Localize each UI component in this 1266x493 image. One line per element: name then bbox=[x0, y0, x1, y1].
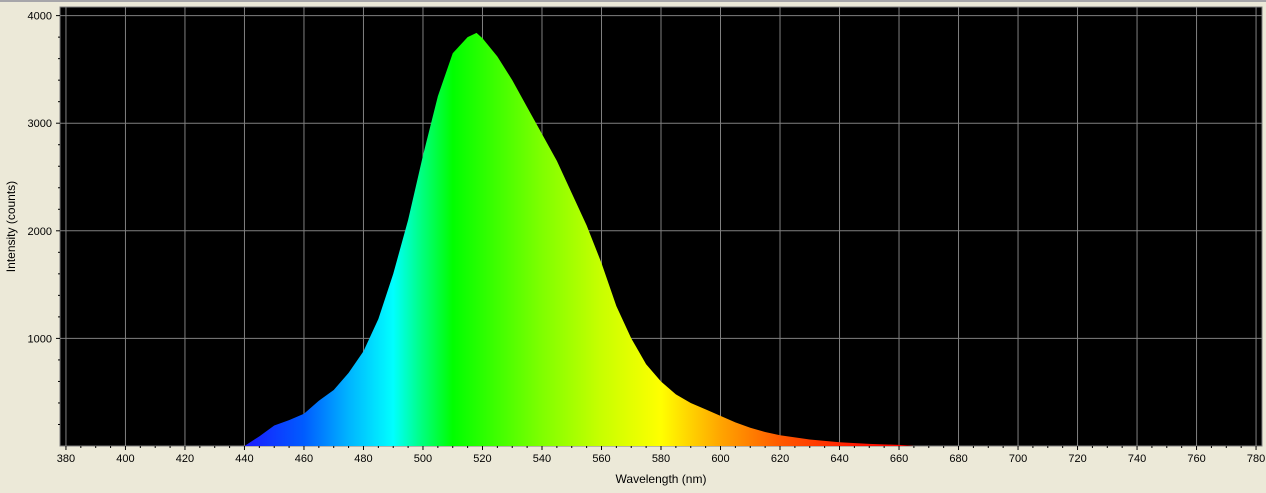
spectrum-area bbox=[244, 32, 914, 446]
ticks bbox=[56, 15, 1257, 450]
y-tick-label: 3000 bbox=[28, 118, 52, 130]
x-tick-label: 660 bbox=[890, 453, 908, 465]
x-tick-label: 740 bbox=[1128, 453, 1146, 465]
x-tick-label: 540 bbox=[533, 453, 551, 465]
x-tick-label: 600 bbox=[711, 453, 729, 465]
y-tick-label: 1000 bbox=[28, 333, 52, 345]
x-tick-label: 620 bbox=[771, 453, 789, 465]
x-axis-title: Wavelength (nm) bbox=[616, 472, 707, 486]
x-tick-label: 460 bbox=[295, 453, 313, 465]
x-tick-label: 720 bbox=[1068, 453, 1086, 465]
x-tick-label: 780 bbox=[1247, 453, 1265, 465]
x-tick-label: 640 bbox=[830, 453, 848, 465]
x-tick-label: 520 bbox=[473, 453, 491, 465]
y-axis-title: Intensity (counts) bbox=[4, 181, 18, 272]
x-tick-label: 560 bbox=[592, 453, 610, 465]
y-tick-label: 4000 bbox=[28, 11, 52, 23]
x-tick-label: 440 bbox=[235, 453, 253, 465]
y-tick-label: 2000 bbox=[28, 226, 52, 238]
x-tick-labels: 380 400 420 440 460 480 500 520 540 560 580 600 620 6… bbox=[57, 453, 1265, 465]
x-tick-label: 400 bbox=[116, 453, 134, 465]
x-tick-label: 500 bbox=[414, 453, 432, 465]
x-tick-label: 420 bbox=[176, 453, 194, 465]
x-tick-label: 700 bbox=[1009, 453, 1027, 465]
x-tick-label: 680 bbox=[949, 453, 967, 465]
y-tick-labels: 1000 2000 3000 4000 bbox=[28, 11, 52, 346]
x-tick-label: 760 bbox=[1187, 453, 1205, 465]
x-tick-label: 480 bbox=[354, 453, 372, 465]
x-tick-label: 380 bbox=[57, 453, 75, 465]
x-tick-label: 580 bbox=[652, 453, 670, 465]
window-top-border bbox=[0, 0, 1266, 2]
